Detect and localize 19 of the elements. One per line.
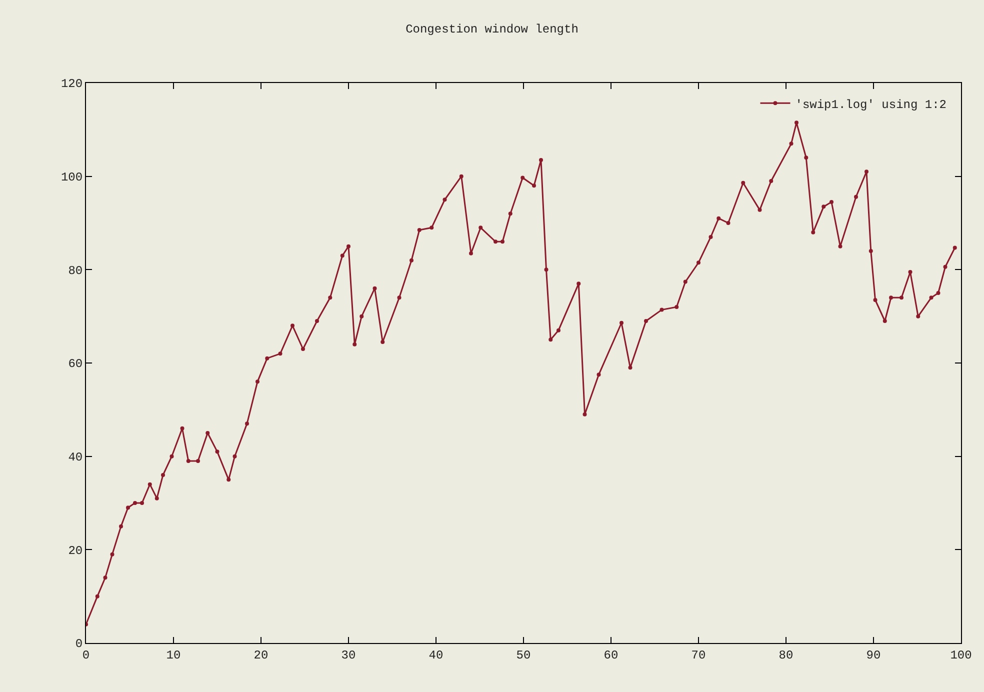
- chart-title: Congestion window length: [406, 22, 578, 37]
- x-tick-label: 20: [254, 648, 268, 662]
- y-tick-label: 120: [60, 77, 83, 92]
- x-tick-label: 70: [691, 648, 706, 662]
- y-tick-label: 100: [60, 170, 83, 185]
- y-tick-label: 80: [68, 264, 83, 278]
- x-tick-label: 10: [166, 648, 181, 662]
- x-tick-label: 100: [950, 648, 972, 662]
- x-tick-label: 50: [516, 648, 531, 662]
- y-tick-label: 40: [68, 450, 83, 465]
- legend-label: 'swip1.log' using 1:2: [795, 98, 946, 112]
- y-tick-label: 0: [75, 637, 83, 652]
- x-tick-label: 40: [428, 648, 444, 662]
- x-tick-label: 90: [866, 648, 881, 662]
- x-tick-label: 60: [604, 648, 618, 662]
- x-tick-label: 80: [778, 648, 794, 662]
- y-tick-label: 60: [68, 357, 83, 372]
- y-tick-label: 20: [68, 544, 83, 558]
- x-tick-label: 30: [341, 648, 356, 662]
